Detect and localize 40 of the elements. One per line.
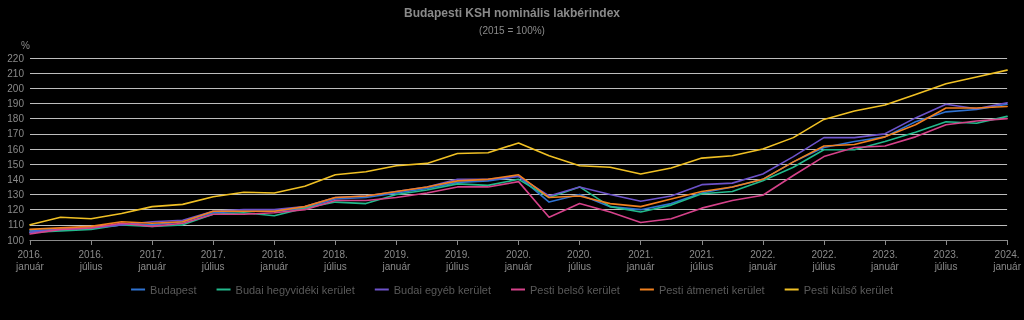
y-tick-label: 120 <box>7 204 25 216</box>
y-tick-label: 160 <box>7 143 25 155</box>
legend-label: Pesti belső kerület <box>530 283 620 296</box>
legend-label: Pesti külső kerület <box>803 283 893 296</box>
x-tick-label: 2016. július <box>78 248 104 272</box>
legend-label: Budai hegyvidéki kerület <box>235 283 355 296</box>
y-tick-label: 170 <box>7 128 25 140</box>
legend-label: Pesti átmeneti kerület <box>658 283 765 296</box>
y-tick-label: 150 <box>7 158 25 170</box>
x-tick-label: 2017. július <box>200 248 226 272</box>
x-tick-label: 2017. január <box>137 248 167 272</box>
y-tick-label: 100 <box>7 234 25 246</box>
x-tick-label: 2020. január <box>503 248 534 272</box>
x-tick-label: 2022. július <box>811 248 837 272</box>
x-tick-label: 2023. július <box>933 248 959 272</box>
legend-label: Budapest <box>150 283 197 296</box>
x-tick-label: 2018. január <box>259 248 289 272</box>
y-tick-label: 210 <box>7 67 25 79</box>
y-tick-label: 200 <box>7 82 25 94</box>
y-tick-label: 130 <box>7 189 25 200</box>
x-tick-label: 2020. július <box>567 248 593 272</box>
x-tick-label: 2024. január <box>992 248 1022 272</box>
y-tick-label: 190 <box>7 98 25 109</box>
legend-label: Budai egyéb kerület <box>393 283 492 296</box>
x-tick-label: 2016. január <box>15 248 45 272</box>
chart-subtitle: (2015 = 100%) <box>479 24 545 36</box>
y-tick-label: 220 <box>7 52 25 64</box>
x-tick-label: 2021. július <box>689 248 715 272</box>
y-tick-label: 180 <box>7 113 25 125</box>
y-tick-label: 140 <box>7 173 25 185</box>
x-tick-label: 2023. január <box>870 248 900 272</box>
y-axis-title: % <box>21 39 31 51</box>
line-series <box>29 69 1008 226</box>
x-tick-label: 2022. január <box>747 248 778 272</box>
x-tick-label: 2019. július <box>444 248 470 272</box>
x-tick-label: 2018. július <box>322 248 348 272</box>
y-tick-label: 110 <box>8 219 25 231</box>
x-tick-label: 2021. január <box>625 248 656 272</box>
x-tick-label: 2019. január <box>381 248 411 272</box>
chart-title: Budapesti KSH nominális lakbérindex <box>403 6 621 20</box>
